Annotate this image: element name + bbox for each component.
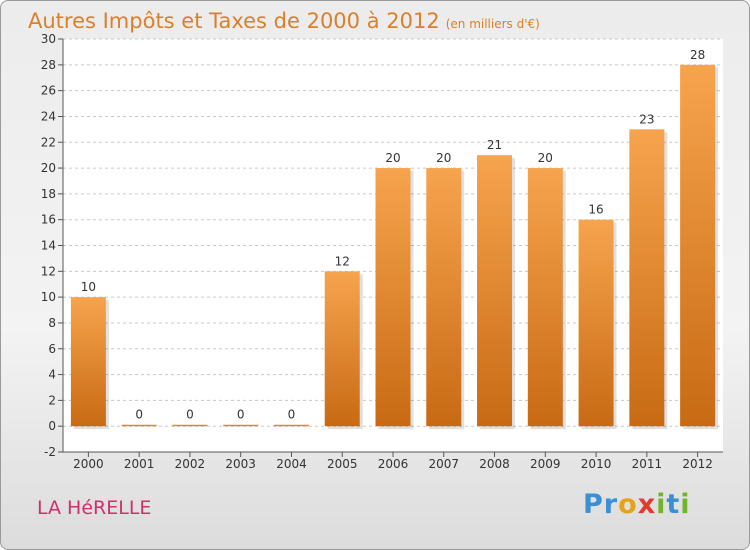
x-tick-label-2002: 2002 [175,457,206,471]
bar-2003 [223,424,259,427]
logo-letter: P [583,489,604,520]
chart-title-text: Autres Impôts et Taxes de 2000 à 2012 [28,9,440,33]
y-tick-label: 16 [41,213,56,227]
data-label-2006: 20 [385,151,400,165]
y-tick-label: 4 [48,368,56,382]
data-label-2009: 20 [538,151,553,165]
x-tick-label-2005: 2005 [327,457,358,471]
x-tick-label-2012: 2012 [682,457,713,471]
bar-2011 [629,129,665,427]
bar-2004 [273,424,309,427]
data-label-2002: 0 [186,408,194,422]
logo-letter: i [680,489,691,520]
place-name: LA HéRELLE [37,497,152,519]
y-tick-label: 24 [41,109,56,123]
data-label-2003: 0 [237,408,245,422]
y-tick-label: 14 [41,239,56,253]
data-label-2004: 0 [288,408,296,422]
data-label-2010: 16 [588,203,603,217]
x-tick-label-2003: 2003 [225,457,256,471]
bar-2008 [477,155,513,427]
x-tick-label-2004: 2004 [276,457,307,471]
y-tick-label: 10 [41,290,56,304]
data-label-2008: 21 [487,138,502,152]
y-tick-label: 18 [41,187,56,201]
data-label-2000: 10 [81,280,96,294]
logo-letter: i [656,489,667,520]
y-tick-label: 28 [41,58,56,72]
x-tick-label-2006: 2006 [378,457,409,471]
chart-subtitle: (en milliers d'€) [445,17,540,31]
y-tick-label: -2 [44,445,56,459]
bar-2006 [375,168,411,427]
logo-letter: r [603,489,619,520]
x-tick-label-2011: 2011 [632,457,663,471]
x-tick-label-2001: 2001 [124,457,155,471]
data-label-2012: 28 [690,48,705,62]
y-tick-label: 0 [48,419,56,433]
bar-2007 [426,168,462,427]
data-label-2007: 20 [436,151,451,165]
x-tick-label-2007: 2007 [428,457,459,471]
bar-2002 [172,424,208,427]
x-tick-label-2009: 2009 [530,457,561,471]
y-tick-label: 30 [41,32,56,46]
logo-letter: t [666,489,681,520]
data-label-2011: 23 [639,112,654,126]
bar-2009 [527,168,563,427]
data-label-2001: 0 [135,408,143,422]
bar-2000 [70,297,106,427]
data-label-2005: 12 [335,254,350,268]
logo-letter: o [618,489,638,520]
x-tick-label-2010: 2010 [581,457,612,471]
y-tick-label: 26 [41,84,56,98]
x-tick-label-2000: 2000 [73,457,104,471]
y-tick-label: 12 [41,264,56,278]
bar-2005 [324,271,360,427]
y-tick-label: 6 [48,342,56,356]
proxiti-logo: Proxiti [583,489,691,520]
x-tick-label-2008: 2008 [479,457,510,471]
y-tick-label: 20 [41,161,56,175]
bar-2010 [578,219,614,427]
chart-title: Autres Impôts et Taxes de 2000 à 2012 (en… [28,9,540,33]
bar-2001 [121,424,157,427]
y-tick-label: 8 [48,316,56,330]
y-tick-label: 22 [41,135,56,149]
bar-2012 [680,64,716,427]
y-tick-label: 2 [48,393,56,407]
logo-letter: x [637,489,657,520]
